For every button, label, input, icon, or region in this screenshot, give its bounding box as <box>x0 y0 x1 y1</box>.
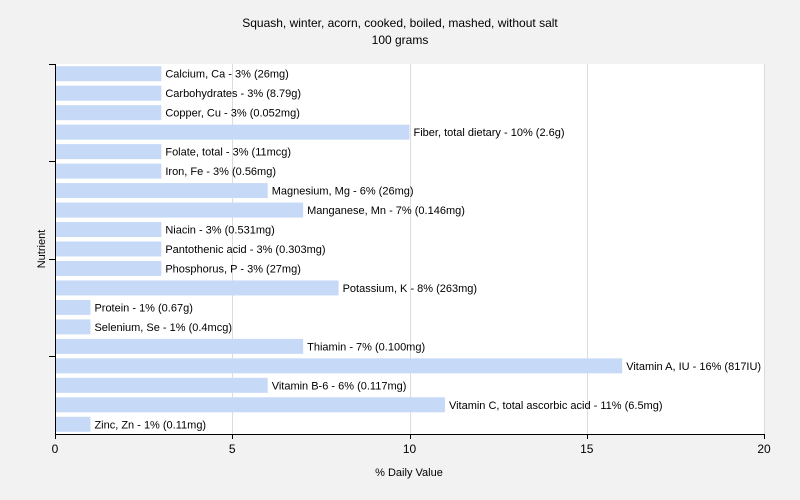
bar-label-11: Potassium, K - 8% (263mg) <box>343 283 478 295</box>
bar-label-15: Vitamin A, IU - 16% (817IU) <box>626 361 761 373</box>
bar-13 <box>55 319 91 335</box>
bar-label-9: Pantothenic acid - 3% (0.303mg) <box>165 244 325 256</box>
bar-label-7: Manganese, Mn - 7% (0.146mg) <box>307 205 465 217</box>
bar-18 <box>55 416 91 432</box>
bar-1 <box>55 85 162 101</box>
bar-label-12: Protein - 1% (0.67g) <box>94 302 192 314</box>
axes: 0 5 10 15 20 <box>49 64 771 456</box>
bar-14 <box>55 338 304 354</box>
bar-12 <box>55 299 91 315</box>
bar-label-8: Niacin - 3% (0.531mg) <box>165 225 274 237</box>
bar-11 <box>55 280 339 296</box>
bar-label-5: Iron, Fe - 3% (0.56mg) <box>165 166 276 178</box>
x-tick-label-10: 10 <box>403 442 417 456</box>
bar-label-16: Vitamin B-6 - 6% (0.117mg) <box>272 380 407 392</box>
x-tick-label-0: 0 <box>52 442 59 456</box>
chart-subtitle: 100 grams <box>372 33 429 47</box>
bar-label-10: Phosphorus, P - 3% (27mg) <box>165 263 301 275</box>
x-axis-label: % Daily Value <box>375 467 443 479</box>
bar-5 <box>55 163 162 179</box>
bar-label-17: Vitamin C, total ascorbic acid - 11% (6.… <box>449 400 663 412</box>
bar-6 <box>55 183 268 199</box>
chart-title: Squash, winter, acorn, cooked, boiled, m… <box>242 16 558 30</box>
bar-label-6: Magnesium, Mg - 6% (26mg) <box>272 186 414 198</box>
bar-9 <box>55 241 162 257</box>
bar-label-4: Folate, total - 3% (11mcg) <box>165 147 291 159</box>
x-tick-label-15: 15 <box>580 442 594 456</box>
bar-label-0: Calcium, Ca - 3% (26mg) <box>165 69 288 81</box>
bar-label-3: Fiber, total dietary - 10% (2.6g) <box>414 127 565 139</box>
bar-10 <box>55 260 162 276</box>
bar-17 <box>55 397 445 413</box>
bar-8 <box>55 222 162 238</box>
bar-label-18: Zinc, Zn - 1% (0.11mg) <box>94 419 206 431</box>
y-axis-label: Nutrient <box>36 230 48 269</box>
bar-15 <box>55 358 623 374</box>
bar-labels: Calcium, Ca - 3% (26mg) Carbohydrates - 3… <box>94 69 761 432</box>
bar-2 <box>55 105 162 121</box>
bar-4 <box>55 144 162 160</box>
bar-0 <box>55 66 162 82</box>
bar-label-14: Thiamin - 7% (0.100mg) <box>307 341 425 353</box>
x-tick-label-20: 20 <box>757 442 771 456</box>
bar-3 <box>55 124 410 140</box>
bar-label-2: Copper, Cu - 3% (0.052mg) <box>165 108 300 120</box>
bar-7 <box>55 202 304 218</box>
bar-label-1: Carbohydrates - 3% (8.79g) <box>165 88 301 100</box>
bar-label-13: Selenium, Se - 1% (0.4mcg) <box>94 322 232 334</box>
x-tick-label-5: 5 <box>229 442 236 456</box>
bar-16 <box>55 377 268 393</box>
bars <box>55 66 623 432</box>
